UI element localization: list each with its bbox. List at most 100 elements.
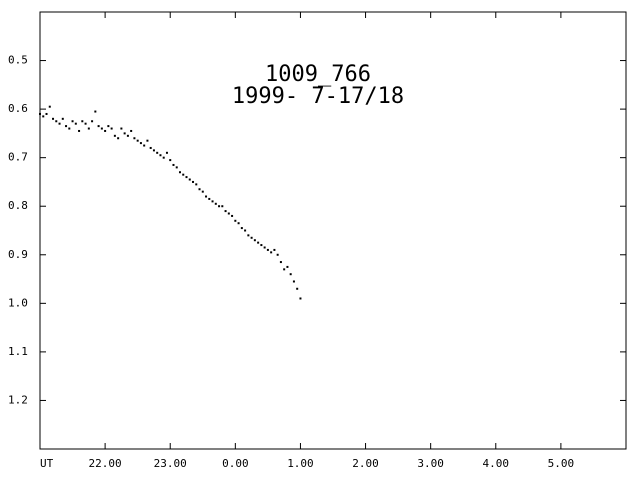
- data-point: [97, 125, 100, 128]
- data-point: [260, 244, 263, 247]
- data-point: [182, 173, 185, 176]
- data-point: [195, 183, 198, 186]
- y-tick-label: 1.2: [8, 393, 28, 406]
- data-point: [178, 171, 181, 174]
- x-tick-label: 4.00: [483, 457, 510, 470]
- y-tick-label: 1.0: [8, 296, 28, 309]
- data-point: [270, 251, 273, 254]
- data-point: [299, 297, 302, 300]
- y-tick-label: 0.8: [8, 199, 28, 212]
- chart-title: 1009_766: [265, 62, 371, 87]
- data-point: [201, 190, 204, 193]
- data-point: [74, 122, 77, 125]
- data-point: [214, 202, 217, 205]
- data-point: [48, 105, 51, 108]
- data-point: [120, 127, 123, 130]
- data-point: [211, 200, 214, 203]
- data-point: [113, 134, 116, 137]
- data-point: [169, 159, 172, 162]
- data-point: [152, 149, 155, 152]
- data-point: [172, 163, 175, 166]
- data-point: [143, 144, 146, 147]
- x-tick-label: 22.00: [89, 457, 122, 470]
- data-point: [130, 129, 133, 132]
- data-point: [107, 125, 110, 128]
- data-point: [218, 205, 221, 208]
- data-point: [71, 120, 74, 123]
- data-point: [156, 151, 159, 154]
- data-point: [192, 180, 195, 183]
- data-point: [136, 139, 139, 142]
- data-point: [257, 241, 260, 244]
- data-point: [208, 197, 211, 200]
- data-point: [81, 120, 84, 123]
- data-point: [149, 146, 152, 149]
- data-point: [52, 117, 55, 120]
- x-tick-label: 23.00: [154, 457, 187, 470]
- data-point: [123, 132, 126, 135]
- data-point: [139, 142, 142, 145]
- data-point: [292, 280, 295, 283]
- data-point: [165, 151, 168, 154]
- data-point: [198, 188, 201, 191]
- data-point: [283, 268, 286, 271]
- data-point: [175, 166, 178, 169]
- data-point: [42, 115, 45, 118]
- data-point: [273, 248, 276, 251]
- data-point: [61, 117, 64, 120]
- data-point: [91, 120, 94, 123]
- data-point: [253, 239, 256, 242]
- data-point: [133, 137, 136, 140]
- data-point: [221, 205, 224, 208]
- data-point: [45, 112, 48, 115]
- data-point: [296, 287, 299, 290]
- x-axis-label: UT: [40, 457, 54, 470]
- data-point: [188, 178, 191, 181]
- data-point: [110, 127, 113, 130]
- y-tick-label: 1.1: [8, 345, 28, 358]
- y-tick-label: 0.5: [8, 54, 28, 67]
- x-tick-label: 1.00: [287, 457, 314, 470]
- data-point: [227, 212, 230, 215]
- y-tick-label: 0.6: [8, 102, 28, 115]
- data-point: [205, 195, 208, 198]
- data-point: [247, 234, 250, 237]
- data-point: [100, 127, 103, 130]
- x-tick-label: 3.00: [417, 457, 444, 470]
- data-point: [237, 222, 240, 225]
- plot-frame: [39, 11, 627, 450]
- data-point: [94, 110, 97, 113]
- data-point: [78, 129, 81, 132]
- data-point: [266, 248, 269, 251]
- data-point: [279, 261, 282, 264]
- data-point: [162, 156, 165, 159]
- data-point: [234, 219, 237, 222]
- data-point: [224, 210, 227, 213]
- data-point: [87, 127, 90, 130]
- data-point: [104, 129, 107, 132]
- x-tick-label: 2.00: [352, 457, 379, 470]
- data-point: [146, 139, 149, 142]
- data-point: [68, 127, 71, 130]
- data-point: [39, 112, 41, 115]
- data-point: [231, 214, 234, 217]
- data-point: [240, 227, 243, 230]
- y-tick-label: 0.9: [8, 248, 28, 261]
- data-point: [244, 229, 247, 232]
- data-point: [289, 273, 292, 276]
- data-point: [159, 154, 162, 157]
- x-tick-label: 0.00: [222, 457, 249, 470]
- data-point: [276, 253, 279, 256]
- data-point: [185, 176, 188, 179]
- x-tick-label: 5.00: [548, 457, 575, 470]
- data-point: [65, 125, 68, 128]
- data-point: [117, 137, 120, 140]
- data-point: [58, 122, 61, 125]
- data-point: [84, 122, 87, 125]
- data-point: [55, 120, 58, 123]
- y-tick-label: 0.7: [8, 151, 28, 164]
- data-point: [126, 134, 129, 137]
- data-point: [286, 265, 289, 268]
